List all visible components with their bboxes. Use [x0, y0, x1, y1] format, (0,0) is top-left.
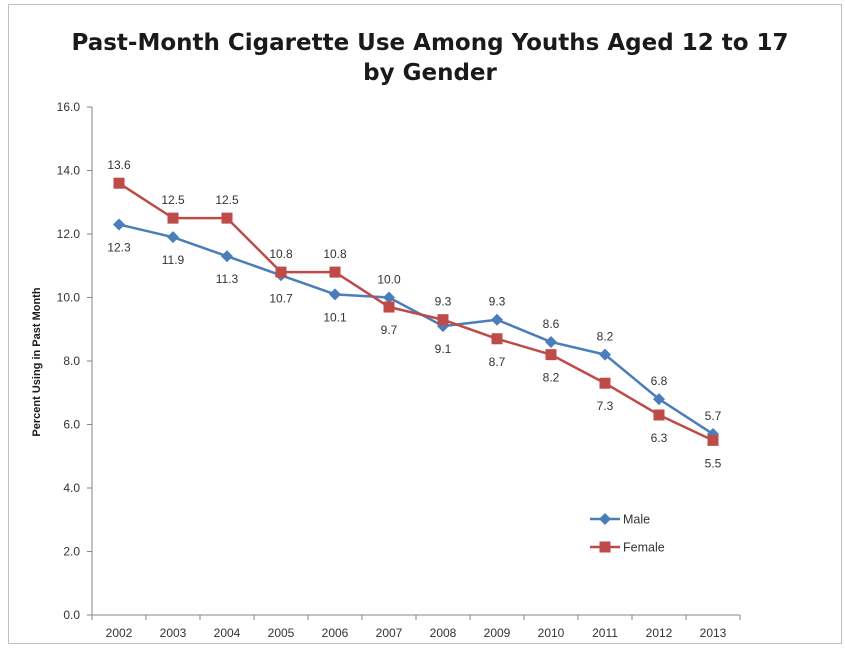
data-point-male [113, 218, 125, 231]
x-tick-label: 2011 [592, 626, 618, 640]
data-label-female: 12.5 [215, 193, 239, 207]
data-label-female: 10.8 [269, 247, 293, 261]
data-label-male: 5.7 [705, 409, 722, 423]
y-tick-label: 2.0 [63, 545, 80, 559]
data-label-female: 5.5 [705, 456, 722, 470]
data-point-female [275, 266, 287, 278]
x-tick-label: 2007 [376, 626, 403, 640]
series-line-male [118, 223, 714, 436]
data-labels-layer: 12.3 13.6 11.9 12.5 11.3 12.5 10.7 10.8 10.1 10.8… [107, 158, 721, 470]
data-point-female [329, 266, 341, 278]
data-point-female [653, 409, 665, 421]
data-label-male: 10.0 [377, 273, 401, 287]
y-tick-label: 12.0 [57, 227, 81, 241]
data-point-female [545, 349, 557, 361]
data-point-male [221, 250, 233, 263]
data-label-female: 9.3 [435, 295, 452, 309]
y-tick-label: 0.0 [63, 608, 80, 622]
y-tick-label: 14.0 [57, 164, 81, 178]
data-label-female: 8.2 [543, 371, 560, 385]
chart-title-line1: Past-Month Cigarette Use Among Youths Ag… [71, 30, 788, 56]
data-label-female: 6.3 [651, 431, 668, 445]
series-layer [113, 177, 719, 446]
data-label-female: 8.7 [489, 355, 506, 369]
data-label-male: 8.6 [543, 317, 560, 331]
data-label-male: 8.2 [597, 330, 614, 344]
y-tick-label: 6.0 [63, 418, 80, 432]
data-label-male: 10.7 [269, 291, 293, 305]
legend-marker-female [599, 541, 611, 553]
data-point-female [383, 301, 395, 313]
data-point-male [329, 288, 341, 301]
data-point-female [221, 212, 233, 224]
data-point-female [113, 177, 125, 189]
x-tick-label: 2003 [160, 626, 187, 640]
data-point-female [167, 212, 179, 224]
data-label-female: 7.3 [597, 399, 614, 413]
y-tick-label: 16.0 [57, 100, 81, 114]
data-label-male: 11.3 [216, 272, 239, 286]
x-tick-label: 2004 [214, 626, 241, 640]
y-axis-label: Percent Using in Past Month [31, 287, 43, 436]
y-tick-label: 8.0 [63, 354, 80, 368]
legend-marker-male [599, 513, 611, 525]
y-tick-label: 10.0 [57, 291, 81, 305]
data-label-male: 12.3 [107, 240, 131, 254]
data-label-female: 10.8 [323, 247, 347, 261]
x-tick-label: 2009 [484, 626, 511, 640]
y-tick-label: 4.0 [63, 481, 80, 495]
data-point-male [383, 291, 395, 304]
data-point-male [653, 393, 665, 406]
data-point-female [599, 377, 611, 389]
data-label-female: 9.7 [381, 323, 398, 337]
x-tick-label: 2012 [646, 626, 673, 640]
data-point-female [491, 333, 503, 345]
chart-title-line2: by Gender [363, 60, 497, 86]
x-tick-label: 2005 [268, 626, 295, 640]
axes: 0.0 2.0 4.0 6.0 8.0 10.0 12.0 14.0 16.0 2002 2003 2… [57, 100, 741, 640]
data-label-male: 6.8 [651, 374, 668, 388]
legend-label-male: Male [623, 513, 650, 527]
legend: Male Female [590, 513, 665, 555]
data-point-male [545, 335, 557, 348]
data-label-male: 11.9 [162, 253, 185, 267]
data-label-male: 9.3 [489, 295, 506, 309]
data-label-female: 12.5 [161, 193, 185, 207]
x-tick-label: 2002 [106, 626, 133, 640]
data-point-female [707, 434, 719, 446]
data-label-female: 13.6 [107, 158, 131, 172]
series-line-female [118, 182, 714, 442]
x-tick-label: 2008 [430, 626, 457, 640]
chart-frame [8, 4, 842, 644]
data-point-female [437, 314, 449, 326]
data-label-male: 10.1 [323, 310, 347, 324]
data-point-male [599, 348, 611, 361]
data-label-male: 9.1 [435, 342, 452, 356]
data-point-male [491, 313, 503, 326]
x-tick-label: 2006 [322, 626, 349, 640]
data-point-male [167, 231, 179, 244]
legend-label-female: Female [623, 541, 665, 555]
x-tick-label: 2013 [700, 626, 727, 640]
x-tick-label: 2010 [538, 626, 565, 640]
